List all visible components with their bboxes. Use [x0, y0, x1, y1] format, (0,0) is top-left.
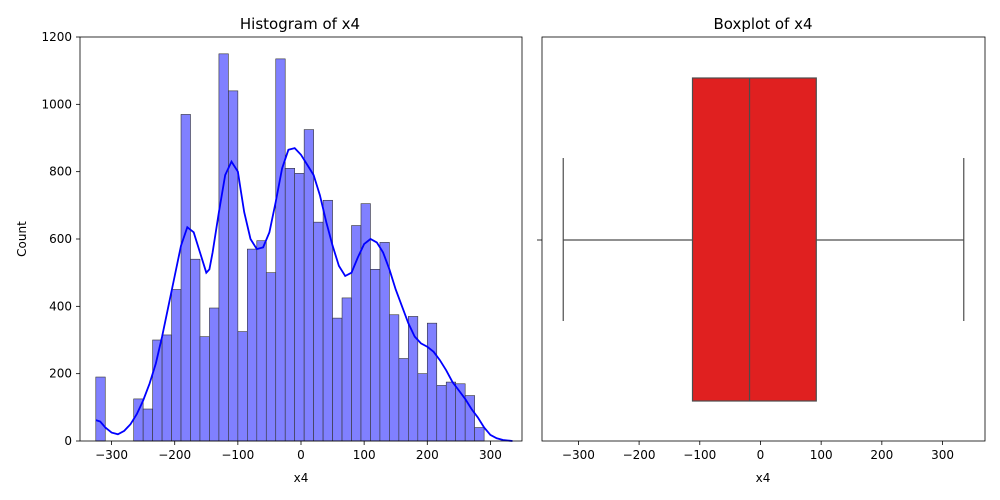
- y-tick-label: 600: [49, 232, 72, 246]
- histogram-bar: [256, 240, 267, 442]
- histogram-bar: [237, 331, 248, 442]
- x-tick-label: −200: [623, 448, 656, 462]
- histogram-panel: Histogram of x4 −300 −200 −100 0 100 200 300 0…: [15, 15, 523, 485]
- histogram-bar: [351, 225, 362, 442]
- histogram-title: Histogram of x4: [240, 15, 360, 33]
- histogram-bar: [199, 336, 210, 442]
- histogram-bar: [275, 58, 286, 442]
- x-tick-label: 100: [353, 448, 376, 462]
- histogram-bar: [247, 248, 258, 442]
- x-tick-label: −300: [95, 448, 128, 462]
- histogram-y-label: Count: [15, 221, 29, 257]
- histogram-bar: [190, 258, 201, 442]
- y-tick-label: 1200: [41, 30, 72, 44]
- y-tick-label: 400: [49, 299, 72, 313]
- y-tick-label: 0: [64, 434, 72, 448]
- y-tick-label: 800: [49, 165, 72, 179]
- y-tick-label: 200: [49, 367, 72, 381]
- histogram-bar: [95, 376, 106, 442]
- histogram-bar: [218, 53, 229, 442]
- histogram-bars: [95, 53, 485, 442]
- boxplot-x-ticks: −300 −200 −100 0 100 200 300: [562, 441, 954, 462]
- histogram-bar: [294, 173, 305, 442]
- x-tick-label: 300: [479, 448, 502, 462]
- x-tick-label: 300: [931, 448, 954, 462]
- histogram-bar: [161, 334, 172, 442]
- histogram-bar: [445, 381, 457, 442]
- histogram-bar: [303, 129, 314, 442]
- histogram-bar: [426, 322, 438, 442]
- histogram-bar: [474, 427, 485, 442]
- histogram-x-ticks: −300 −200 −100 0 100 200 300: [95, 441, 502, 462]
- histogram-bar: [436, 385, 447, 442]
- boxplot-panel: Boxplot of x4 −300 −200 −100 0 100 200 300 x4: [537, 15, 986, 485]
- x-tick-label: 100: [810, 448, 833, 462]
- boxplot-x-label: x4: [756, 471, 771, 485]
- x-tick-label: −200: [158, 448, 191, 462]
- interquartile-box: [691, 77, 817, 402]
- histogram-x-label: x4: [294, 471, 309, 485]
- histogram-bar: [313, 221, 324, 442]
- kde-line: [95, 147, 513, 442]
- y-tick-label: 1000: [41, 97, 72, 111]
- histogram-bar: [341, 297, 352, 442]
- histogram-bar: [180, 114, 191, 442]
- histogram-bar: [398, 358, 409, 442]
- histogram-bar: [209, 307, 220, 442]
- x-tick-label: 200: [870, 448, 893, 462]
- histogram-bar: [265, 272, 277, 442]
- x-tick-label: −100: [221, 448, 254, 462]
- histogram-bar: [322, 199, 333, 442]
- histogram-bar: [142, 408, 153, 442]
- x-tick-label: 0: [297, 448, 305, 462]
- x-tick-label: −300: [562, 448, 595, 462]
- histogram-bar: [228, 90, 239, 442]
- histogram-bar: [389, 314, 400, 442]
- x-tick-label: 0: [757, 448, 765, 462]
- histogram-bar: [171, 289, 182, 442]
- histogram-bar: [284, 168, 295, 442]
- histogram-bar: [379, 242, 390, 442]
- histogram-bar: [332, 317, 343, 442]
- histogram-y-ticks: 0 200 400 600 800 1000 1200: [41, 30, 80, 448]
- x-tick-label: 200: [416, 448, 439, 462]
- boxplot-elements: [562, 77, 965, 402]
- histogram-bar: [417, 373, 428, 442]
- histogram-bar: [370, 268, 381, 442]
- boxplot-frame: [541, 36, 986, 442]
- boxplot-title: Boxplot of x4: [713, 15, 812, 33]
- x-tick-label: −100: [683, 448, 716, 462]
